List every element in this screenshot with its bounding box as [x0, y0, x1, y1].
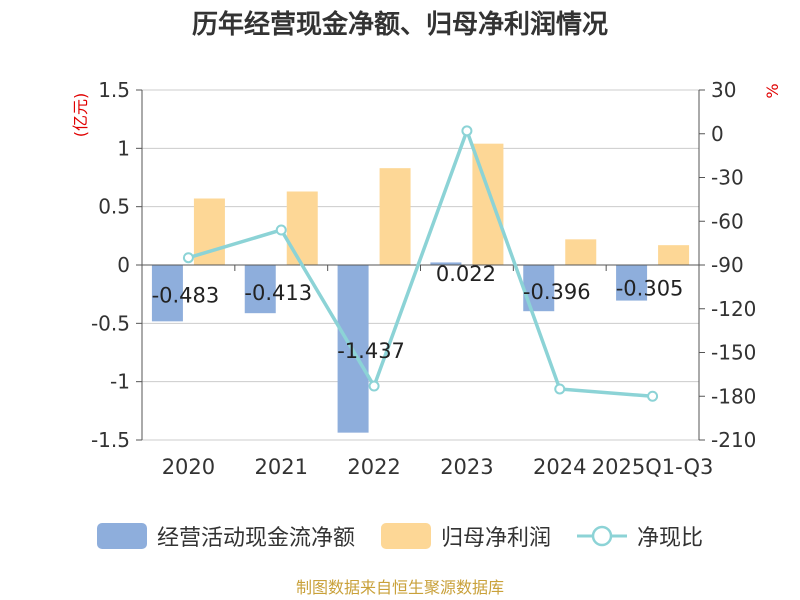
chart-title: 历年经营现金净额、归母净利润情况 [191, 10, 608, 40]
bar-operating-cash-flow [244, 265, 276, 314]
right-tick-label: -150 [711, 341, 756, 365]
left-tick-label: 0.5 [98, 195, 130, 219]
bar-operating-cash-flow [151, 265, 183, 322]
left-axis-title: (亿元) [71, 93, 90, 138]
right-axis-title: % [763, 83, 782, 98]
category-label: 2021 [255, 455, 308, 479]
data-label-operating-cash-flow: 0.022 [436, 262, 496, 286]
cash-ratio-line [187, 125, 653, 398]
right-tick-label: -210 [711, 428, 756, 452]
left-tick-label: -0.5 [91, 311, 130, 335]
axes: 1.5 1 0.5 0 -0.5 -1 -1.5 30 0 -30 -60 -90 -120 -150 -1… [71, 78, 782, 479]
right-tick-label: -30 [711, 166, 744, 190]
left-tick-label: 1.5 [98, 78, 130, 102]
category-label: 2022 [347, 455, 400, 479]
category-label: 2023 [440, 455, 493, 479]
right-tick-label: -60 [711, 209, 744, 233]
legend: 经营活动现金流净额 归母净利润 净现比 [0, 516, 800, 556]
data-labels: -0.483 -0.413 -1.437 0.022 -0.396 -0.305 [152, 262, 684, 363]
legend-swatch-net-profit [380, 523, 431, 549]
legend-label-operating-cash-flow: 经营活动现金流净额 [156, 526, 355, 551]
legend-swatch-cash-ratio [577, 525, 627, 547]
category-label: 2025Q1-Q3 [592, 455, 714, 479]
right-tick-label: 30 [711, 78, 736, 102]
cash-ratio-point [182, 252, 194, 264]
right-tick-label: -180 [711, 384, 756, 408]
legend-label-cash-ratio: 净现比 [637, 526, 704, 551]
cash-ratio-point [368, 380, 380, 392]
legend-item-net-profit[interactable]: 归母净利润 [380, 520, 551, 552]
data-label-operating-cash-flow: -0.413 [244, 281, 312, 305]
cash-ratio-point [461, 125, 473, 137]
left-tick-label: 0 [117, 253, 130, 277]
bar-net-profit [658, 245, 690, 265]
right-tick-label: -90 [711, 253, 744, 277]
legend-item-operating-cash-flow[interactable]: 经营活动现金流净额 [96, 520, 355, 552]
left-tick-label: 1 [117, 136, 130, 160]
right-tick-label: -120 [711, 297, 756, 321]
data-label-operating-cash-flow: -0.305 [616, 276, 684, 300]
cash-ratio-point [275, 224, 287, 236]
legend-label-net-profit: 归母净利润 [440, 526, 551, 551]
legend-item-cash-ratio[interactable]: 净现比 [577, 520, 703, 552]
left-tick-label: -1.5 [91, 428, 130, 452]
cash-ratio-point [554, 383, 566, 395]
bar-net-profit [286, 191, 318, 265]
data-label-operating-cash-flow: -0.396 [523, 280, 591, 304]
bars-layer [151, 143, 690, 433]
right-tick-label: 0 [711, 122, 724, 146]
cash-ratio-point [647, 390, 659, 402]
data-label-operating-cash-flow: -1.437 [337, 339, 405, 363]
category-label: 2024 [533, 455, 586, 479]
data-label-operating-cash-flow: -0.483 [152, 284, 220, 308]
source-note: 制图数据来自恒生聚源数据库 [295, 578, 504, 597]
left-tick-label: -1 [110, 370, 130, 394]
legend-swatch-operating-cash-flow [96, 523, 147, 549]
bar-operating-cash-flow [616, 265, 648, 301]
bar-operating-cash-flow [430, 262, 462, 265]
bar-net-profit [379, 168, 411, 265]
line-layer [182, 125, 659, 402]
bar-net-profit [565, 239, 597, 265]
category-label: 2020 [162, 455, 215, 479]
